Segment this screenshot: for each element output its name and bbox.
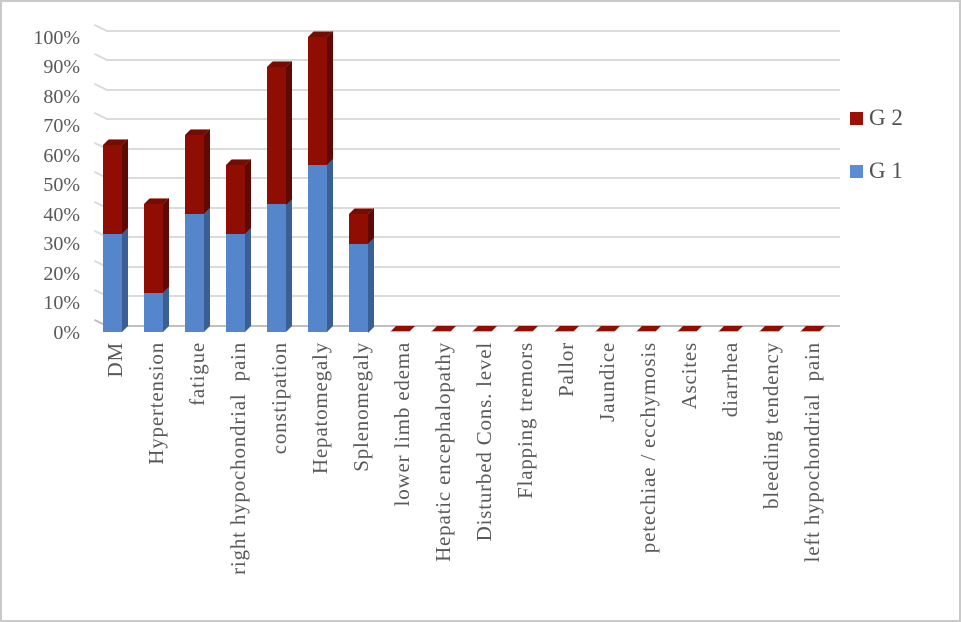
zero-value-dash — [595, 326, 620, 332]
x-axis-category-label: lower limb edema — [390, 342, 414, 507]
x-axis-category-label: DM — [103, 342, 127, 378]
x-axis-category-label: Jaundice — [595, 342, 619, 422]
x-axis-category-label: left hypochondrial pain — [800, 342, 824, 563]
bar-segment-g2 — [349, 214, 368, 244]
bar-segment-g1 — [144, 292, 163, 332]
bar-segment-g1 — [349, 243, 368, 332]
legend-swatch-g1 — [850, 164, 863, 178]
zero-value-dash — [677, 326, 702, 332]
gridline-70 — [106, 118, 840, 120]
gridline-50 — [106, 177, 840, 179]
x-axis-category-label: Hepatic encephalopathy — [431, 342, 455, 562]
gridline-40 — [106, 206, 840, 209]
gridline-30 — [106, 236, 840, 238]
y-axis-tick-label: 100% — [33, 26, 80, 49]
gridline-90 — [106, 59, 840, 61]
x-axis-category-label: Hepatomegaly — [308, 342, 332, 475]
bar-side-face-g2 — [286, 60, 292, 205]
y-axis-tick-label: 90% — [43, 56, 80, 78]
zero-value-dash — [636, 326, 661, 332]
gridline-diagonal-70 — [93, 111, 108, 120]
zero-value-dash — [800, 326, 825, 332]
bar-segment-g2 — [267, 66, 286, 205]
bar-side-face-g1 — [327, 158, 333, 332]
zero-value-dash — [718, 326, 743, 332]
x-axis-category-label: Ascites — [677, 342, 701, 410]
bar-segment-g2 — [308, 37, 327, 165]
gridline-diagonal-100 — [93, 23, 108, 32]
y-axis-tick-label: 60% — [43, 144, 80, 167]
y-axis-tick-label: 20% — [43, 262, 80, 285]
zero-value-dash — [513, 326, 538, 332]
x-axis-category-label: fatigue — [185, 342, 209, 406]
y-axis-tick-label: 10% — [43, 292, 80, 314]
bar-side-face-g1 — [245, 227, 251, 332]
x-axis-category-label: bleeding tendency — [759, 342, 783, 509]
gridline-20 — [106, 265, 840, 268]
gridline-0 — [106, 324, 840, 327]
x-axis-category-label: Splenomegaly — [349, 342, 373, 472]
y-axis-tick-label: 80% — [43, 85, 80, 108]
bar-side-face-g2 — [327, 31, 333, 165]
bar-segment-g1 — [185, 214, 204, 332]
gridline-100 — [106, 29, 840, 32]
zero-value-dash — [759, 326, 784, 332]
gridline-80 — [106, 88, 840, 91]
x-axis-category-label: right hypochondrial pain — [226, 342, 250, 575]
bar-side-face-g1 — [122, 227, 128, 332]
y-axis-tick-label: 40% — [43, 203, 80, 226]
x-axis-category-label: Hypertension — [144, 342, 168, 465]
gridline-60 — [106, 147, 840, 150]
x-axis-category-label: Pallor — [554, 342, 578, 397]
bar-segment-g1 — [308, 164, 327, 332]
x-axis-category-label: Flapping tremors — [513, 342, 537, 499]
y-axis-tick-label: 30% — [43, 233, 80, 255]
legend-swatch-g2 — [850, 111, 863, 125]
gridline-10 — [106, 295, 840, 297]
x-axis-category-label: petechiae / ecchymosis — [636, 342, 660, 554]
y-axis-tick-label: 0% — [53, 321, 80, 344]
bar-side-face-g2 — [122, 139, 128, 234]
bar-segment-g2 — [103, 145, 122, 234]
bar-segment-g2 — [226, 165, 245, 234]
bar-side-face-g2 — [163, 198, 169, 293]
bar-segment-g2 — [144, 204, 163, 293]
bar-side-face-g1 — [368, 237, 374, 332]
legend-item-g2: G 2 — [850, 105, 903, 131]
bar-side-face-g2 — [368, 208, 374, 244]
legend-item-g1: G 1 — [850, 158, 903, 184]
bar-side-face-g1 — [204, 208, 210, 332]
y-axis-tick-label: 50% — [43, 174, 80, 196]
y-axis-tick-label: 70% — [43, 115, 80, 137]
zero-value-dash — [554, 326, 579, 332]
bar-side-face-g2 — [204, 129, 210, 214]
bar-segment-g1 — [226, 233, 245, 332]
bar-segment-g2 — [185, 135, 204, 214]
bar-side-face-g1 — [286, 198, 292, 332]
legend-label-g1: G 1 — [869, 158, 903, 183]
zero-value-dash — [390, 326, 415, 332]
legend-label-g2: G 2 — [869, 105, 903, 130]
zero-value-dash — [472, 326, 497, 332]
bar-segment-g1 — [267, 204, 286, 332]
bar-side-face-g2 — [245, 159, 251, 234]
bar-segment-g1 — [103, 233, 122, 332]
bar-side-face-g1 — [163, 286, 169, 332]
x-axis-category-label: diarrhea — [718, 342, 742, 418]
gridline-diagonal-80 — [93, 82, 108, 91]
gridline-diagonal-90 — [93, 52, 108, 61]
x-axis-category-label: Disturbed Cons. level — [472, 342, 496, 542]
x-axis-category-label: constipation — [267, 342, 291, 455]
zero-value-dash — [431, 326, 456, 332]
